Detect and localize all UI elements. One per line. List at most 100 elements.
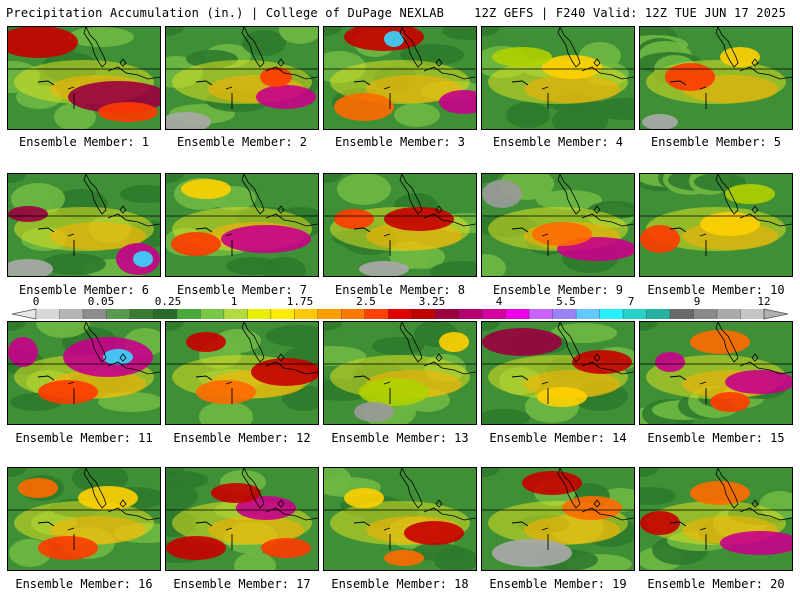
colorbar-swatch (505, 309, 530, 319)
colorbar-tick-label: 2.5 (356, 295, 376, 308)
ensemble-member-label: Ensemble Member: 14 (489, 431, 627, 445)
colorbar-swatch (106, 309, 131, 319)
precip-max-area (8, 337, 38, 367)
precip-map (640, 174, 792, 276)
header-run-info: 12Z GEFS | F240 Valid: 12Z TUE JUN 17 20… (474, 6, 786, 20)
header-title: Precipitation Accumulation (in.) | Colle… (6, 6, 445, 20)
precip-max-area (211, 483, 261, 503)
precip-max-area (38, 380, 98, 404)
colorbar-swatch (740, 309, 765, 319)
colorbar-swatch (176, 309, 201, 319)
colorbar-tick-labels: 0 0.05 0.25 1 1.75 2.5 3.25 4 5.5 7 9 12 (0, 295, 800, 319)
precip-map (8, 174, 160, 276)
colorbar-swatch (317, 309, 342, 319)
ensemble-member-label: Ensemble Member: 6 (18, 283, 150, 297)
colorbar-tick-label: 3.25 (418, 295, 446, 308)
precip-map (166, 174, 318, 276)
precip-max-area (78, 486, 138, 510)
colorbar-swatch (552, 309, 577, 319)
colorbar-swatch (223, 309, 248, 319)
precip-max-area (384, 550, 424, 566)
ensemble-panel-7 (165, 173, 319, 277)
precip-max-area (542, 55, 602, 79)
colorbar-swatch (482, 309, 506, 319)
precip-map (482, 27, 634, 129)
precip-max-area (236, 496, 296, 520)
ensemble-member-label: Ensemble Member: 1 (18, 135, 150, 149)
ensemble-panel-13 (323, 321, 477, 425)
precip-max-area (260, 67, 292, 87)
precip-map (8, 468, 160, 570)
colorbar-swatch (670, 309, 694, 319)
precip-max-area (166, 536, 226, 560)
precip-max-area (98, 102, 158, 122)
precip-max-area (439, 90, 476, 114)
ensemble-member-label: Ensemble Member: 16 (15, 577, 153, 591)
ensemble-member-label: Ensemble Member: 11 (15, 431, 153, 445)
colorbar-swatch (200, 309, 225, 319)
ensemble-panel-2 (165, 26, 319, 130)
precip-max-area (725, 370, 792, 394)
colorbar-right-arrow (763, 308, 789, 320)
precip-max-area (359, 261, 409, 276)
precip-map (166, 27, 318, 129)
ensemble-panel-20 (639, 467, 793, 571)
colorbar-tick-label: 1.75 (286, 295, 314, 308)
colorbar-swatch (294, 309, 319, 319)
precip-max-area (18, 478, 58, 498)
ensemble-panel-11 (7, 321, 161, 425)
ensemble-panel-16 (7, 467, 161, 571)
ensemble-member-label: Ensemble Member: 9 (492, 283, 624, 297)
precip-map (166, 322, 318, 424)
precip-max-area (690, 481, 750, 505)
precip-max-area (133, 251, 153, 267)
colorbar-swatch (153, 309, 178, 319)
precip-map (8, 322, 160, 424)
colorbar-tick-label: 1 (230, 295, 238, 308)
ensemble-member-label: Ensemble Member: 2 (176, 135, 308, 149)
precip-max-area (384, 207, 454, 231)
ensemble-member-label: Ensemble Member: 20 (647, 577, 785, 591)
colorbar-swatch (693, 309, 718, 319)
precip-max-area (532, 222, 592, 246)
precip-max-area (354, 402, 394, 422)
ensemble-panel-10 (639, 173, 793, 277)
ensemble-panel-19 (481, 467, 635, 571)
ensemble-member-label: Ensemble Member: 4 (492, 135, 624, 149)
precip-max-area (384, 31, 404, 47)
precip-colorbar (11, 308, 789, 320)
precip-max-area (522, 471, 582, 495)
ensemble-member-label: Ensemble Member: 13 (331, 431, 469, 445)
precip-max-area (8, 259, 53, 276)
ensemble-panel-14 (481, 321, 635, 425)
colorbar-swatch (388, 309, 413, 319)
precip-max-area (8, 27, 78, 58)
precip-max-area (720, 47, 760, 67)
precip-max-area (572, 350, 632, 374)
ensemble-panel-9 (481, 173, 635, 277)
colorbar-swatch (458, 309, 483, 319)
ensemble-member-label: Ensemble Member: 3 (334, 135, 466, 149)
precip-max-area (256, 85, 316, 109)
colorbar-swatch (435, 309, 460, 319)
colorbar-swatch (341, 309, 366, 319)
precip-max-area (221, 225, 311, 253)
precip-map (8, 27, 160, 129)
precip-max-area (720, 531, 792, 555)
colorbar-swatch (82, 309, 107, 319)
colorbar-swatch (129, 309, 154, 319)
precip-max-area (665, 63, 715, 91)
precip-max-area (439, 332, 469, 352)
colorbar-tick-label: 5.5 (556, 295, 576, 308)
ensemble-panel-1 (7, 26, 161, 130)
precip-max-area (482, 328, 562, 356)
colorbar-swatch (623, 309, 647, 319)
ensemble-member-label: Ensemble Member: 10 (647, 283, 785, 297)
precip-map (640, 27, 792, 129)
precip-max-area (38, 536, 98, 560)
precip-max-area (334, 209, 374, 229)
ensemble-panel-18 (323, 467, 477, 571)
precip-max-area (655, 352, 685, 372)
precip-max-area (537, 387, 587, 407)
colorbar-swatch (599, 309, 624, 319)
